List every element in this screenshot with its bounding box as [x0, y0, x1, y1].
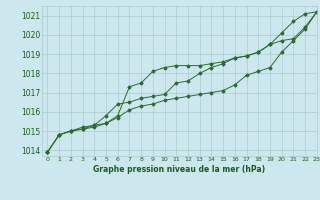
X-axis label: Graphe pression niveau de la mer (hPa): Graphe pression niveau de la mer (hPa)	[93, 165, 265, 174]
